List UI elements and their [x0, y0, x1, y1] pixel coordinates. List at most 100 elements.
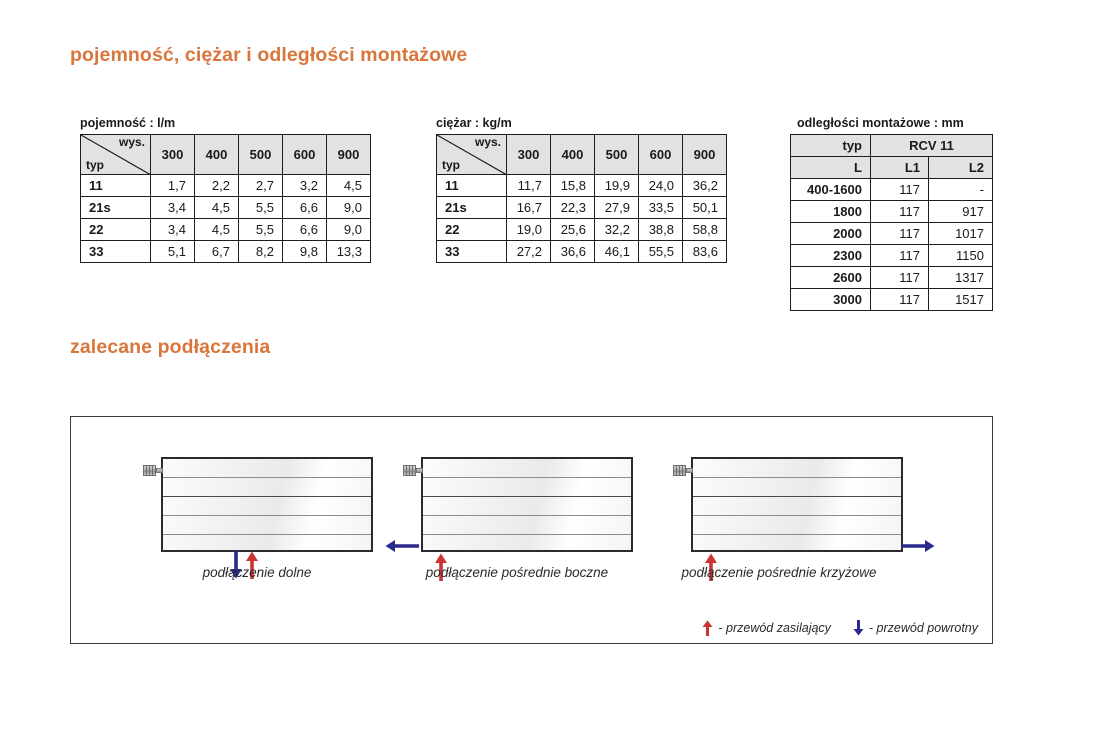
table-cell: 27,2: [506, 240, 551, 263]
column-header: 500: [594, 134, 639, 175]
table-cell: 9,8: [282, 240, 327, 263]
column-header: 300: [506, 134, 551, 175]
table-cell: 36,6: [550, 240, 595, 263]
table-cell: 117: [870, 222, 929, 245]
table-cell: 11,7: [506, 174, 551, 197]
table-cell: 117: [870, 244, 929, 267]
table-capacity: wys. typ 300 400 500 600 900 11 1,7 2,2 …: [80, 134, 371, 263]
table-cell: 117: [870, 200, 929, 223]
valve-icon: [143, 464, 163, 477]
panel-divider-line: [163, 534, 371, 535]
table-row: 400-1600 117 -: [790, 178, 993, 201]
corner-label-height: wys.: [118, 135, 145, 150]
column-header: 600: [282, 134, 327, 175]
table-row: 1800 117 917: [790, 200, 993, 223]
subheader-l: L: [790, 156, 871, 179]
table-cell: 117: [870, 288, 929, 311]
table-header-row: wys. typ 300 400 500 600 900: [436, 134, 727, 175]
table-cell: 9,0: [326, 218, 371, 241]
table-cell: 27,9: [594, 196, 639, 219]
row-label: 22: [80, 218, 151, 241]
table-header-row-model: typ RCV 11: [790, 134, 993, 157]
table-row: 3000 117 1517: [790, 288, 993, 311]
table-row: 33 27,2 36,6 46,1 55,5 83,6: [436, 240, 727, 263]
table-cell: 15,8: [550, 174, 595, 197]
table-mounting: typ RCV 11 L L1 L2 400-1600 117 - 1800 1…: [790, 134, 993, 311]
row-label: 2300: [790, 244, 871, 267]
table-cell: 3,4: [150, 196, 195, 219]
table-corner-cell: wys. typ: [80, 134, 151, 175]
table-cell: 16,7: [506, 196, 551, 219]
table-cell: 9,0: [326, 196, 371, 219]
table-row: 2000 117 1017: [790, 222, 993, 245]
table-row: 22 3,4 4,5 5,5 6,6 9,0: [80, 218, 371, 241]
column-header: 400: [550, 134, 595, 175]
panel-divider-line: [693, 515, 901, 516]
supply-arrow-up-icon: [704, 553, 718, 581]
page-title-connections: zalecane podłączenia: [70, 336, 271, 358]
diagonal-divider-icon: [437, 135, 506, 174]
return-arrow-right-icon: [901, 539, 935, 553]
table-cell: 1,7: [150, 174, 195, 197]
column-header: 900: [682, 134, 727, 175]
table-row: 2300 117 1150: [790, 244, 993, 267]
table-cell: 4,5: [194, 218, 239, 241]
table-caption-weight: ciężar : kg/m: [436, 116, 512, 130]
diagonal-divider-icon: [81, 135, 150, 174]
row-label: 11: [436, 174, 507, 197]
table-cell: 2,2: [194, 174, 239, 197]
table-subheader-row: L L1 L2: [790, 156, 993, 179]
legend-label-supply: - przewód zasilający: [718, 621, 831, 635]
row-label: 21s: [80, 196, 151, 219]
table-cell: 6,6: [282, 218, 327, 241]
table-cell: 1517: [928, 288, 993, 311]
table-cell: 8,2: [238, 240, 283, 263]
table-cell: 50,1: [682, 196, 727, 219]
table-cell: 33,5: [638, 196, 683, 219]
header-type-label: typ: [790, 134, 871, 157]
subheader-l2: L2: [928, 156, 993, 179]
column-header: 900: [326, 134, 371, 175]
table-cell: 13,3: [326, 240, 371, 263]
table-cell: 917: [928, 200, 993, 223]
diagram-caption: podłączenie pośrednie krzyżowe: [681, 565, 877, 580]
panel-divider-line: [163, 477, 371, 478]
radiator-panel: [421, 457, 633, 552]
table-cell: 6,6: [282, 196, 327, 219]
table-corner-cell: wys. typ: [436, 134, 507, 175]
panel-divider-line: [693, 534, 901, 535]
table-cell: 55,5: [638, 240, 683, 263]
corner-label-height: wys.: [474, 135, 501, 150]
legend-label-return: - przewód powrotny: [868, 621, 978, 635]
table-cell: 1150: [928, 244, 993, 267]
supply-arrow-up-icon: [245, 551, 259, 579]
row-label: 2000: [790, 222, 871, 245]
table-cell: 19,9: [594, 174, 639, 197]
table-cell: 3,4: [150, 218, 195, 241]
valve-icon: [673, 464, 693, 477]
column-header: 500: [238, 134, 283, 175]
table-cell: 117: [870, 178, 929, 201]
table-weight: wys. typ 300 400 500 600 900 11 11,7 15,…: [436, 134, 727, 263]
header-model-name: RCV 11: [870, 134, 993, 157]
row-label: 11: [80, 174, 151, 197]
row-label: 21s: [436, 196, 507, 219]
panel-divider-line: [693, 496, 901, 497]
row-label: 33: [436, 240, 507, 263]
table-caption-mounting: odległości montażowe : mm: [797, 116, 964, 130]
corner-label-type: typ: [86, 158, 104, 172]
row-label: 2600: [790, 266, 871, 289]
column-header: 400: [194, 134, 239, 175]
row-label: 33: [80, 240, 151, 263]
return-arrow-down-icon: [853, 620, 864, 636]
table-cell: 58,8: [682, 218, 727, 241]
table-row: 21s 3,4 4,5 5,5 6,6 9,0: [80, 196, 371, 219]
row-label: 1800: [790, 200, 871, 223]
table-caption-capacity: pojemność : l/m: [80, 116, 176, 130]
panel-divider-line: [163, 515, 371, 516]
legend-item-supply: - przewód zasilający: [702, 620, 831, 636]
table-cell: 5,1: [150, 240, 195, 263]
table-cell: 25,6: [550, 218, 595, 241]
column-header: 300: [150, 134, 195, 175]
supply-arrow-up-icon: [702, 620, 713, 636]
